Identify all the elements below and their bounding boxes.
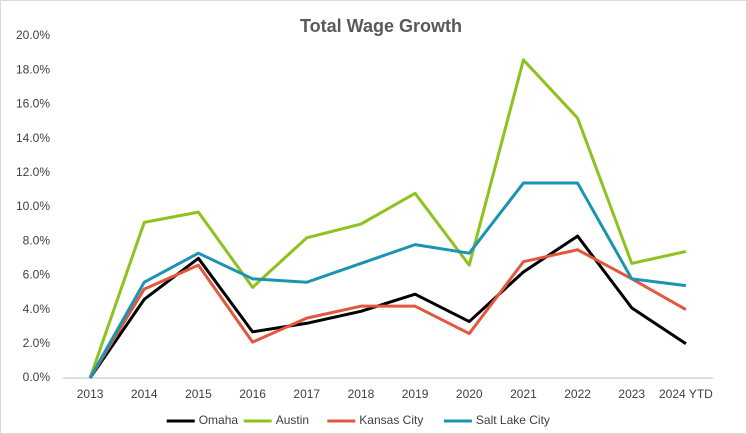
x-tick-label: 2019 <box>402 387 429 401</box>
x-tick-label: 2023 <box>618 387 645 401</box>
y-tick-label: 4.0% <box>23 302 51 316</box>
y-tick-label: 8.0% <box>23 233 51 247</box>
y-tick-label: 14.0% <box>16 131 50 145</box>
x-tick-label: 2016 <box>239 387 266 401</box>
x-tick-label: 2020 <box>456 387 483 401</box>
series-line <box>88 248 687 379</box>
x-tick-label: 2013 <box>77 387 104 401</box>
legend-label: Kansas City <box>359 413 423 427</box>
legend-label: Salt Lake City <box>476 413 550 427</box>
x-tick-label: 2015 <box>185 387 212 401</box>
x-tick-label: 2024 YTD <box>659 387 713 401</box>
series-line <box>88 234 687 379</box>
series-line <box>88 181 687 379</box>
y-tick-label: 10.0% <box>16 199 50 213</box>
y-tick-label: 0.0% <box>23 370 51 384</box>
chart-title: Total Wage Growth <box>300 16 462 36</box>
legend-label: Austin <box>276 413 309 427</box>
y-tick-label: 20.0% <box>16 28 50 42</box>
y-tick-label: 12.0% <box>16 165 50 179</box>
y-tick-label: 18.0% <box>16 62 50 76</box>
x-tick-label: 2017 <box>293 387 320 401</box>
y-tick-label: 16.0% <box>16 97 50 111</box>
y-tick-label: 2.0% <box>23 336 51 350</box>
x-tick-label: 2021 <box>510 387 537 401</box>
legend-label: Omaha <box>199 413 239 427</box>
series-line <box>88 58 687 379</box>
y-tick-label: 6.0% <box>23 268 51 282</box>
x-tick-label: 2018 <box>348 387 375 401</box>
x-tick-label: 2014 <box>131 387 158 401</box>
x-tick-label: 2022 <box>564 387 591 401</box>
